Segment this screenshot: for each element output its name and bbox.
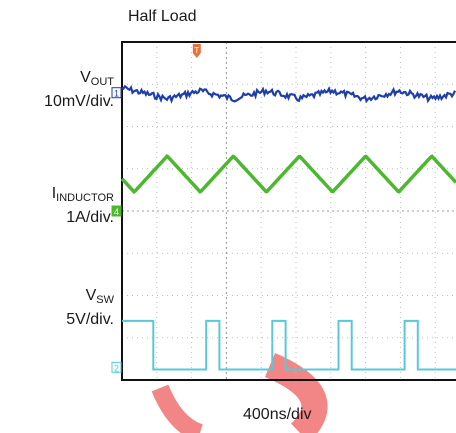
channel-marker-text: 2: [114, 363, 119, 373]
series-vsw: [122, 319, 456, 371]
watermark-arc-right: [264, 353, 328, 433]
chart-title: Half Load: [128, 8, 197, 25]
channel-marker-box: [111, 205, 122, 217]
channel-marker-box: [111, 361, 122, 373]
x-axis-label: 400ns/div: [243, 406, 312, 423]
channel-1-marker: 1: [111, 87, 122, 99]
channel-marker-box: [111, 87, 122, 99]
vout-label: VOUT 10mV/div.: [44, 69, 114, 110]
series-vout: [121, 84, 456, 104]
channel-4-marker: 4: [111, 205, 122, 217]
vsw-label: VSW 5V/div.: [66, 287, 114, 328]
trigger-marker-text: T: [194, 46, 199, 55]
series-inductor: [120, 154, 456, 195]
watermark: [151, 353, 328, 433]
channel-marker-text: 1: [114, 89, 119, 99]
trigger-marker: T: [192, 44, 201, 58]
trigger-marker-shape: [192, 44, 201, 58]
watermark-arc-left: [151, 384, 204, 433]
inductor-label: IINDUCTOR 1A/div.: [51, 185, 114, 226]
scope-frame: [121, 41, 456, 381]
channel-2-marker: 2: [111, 361, 122, 373]
channel-marker-text: 4: [114, 207, 119, 217]
